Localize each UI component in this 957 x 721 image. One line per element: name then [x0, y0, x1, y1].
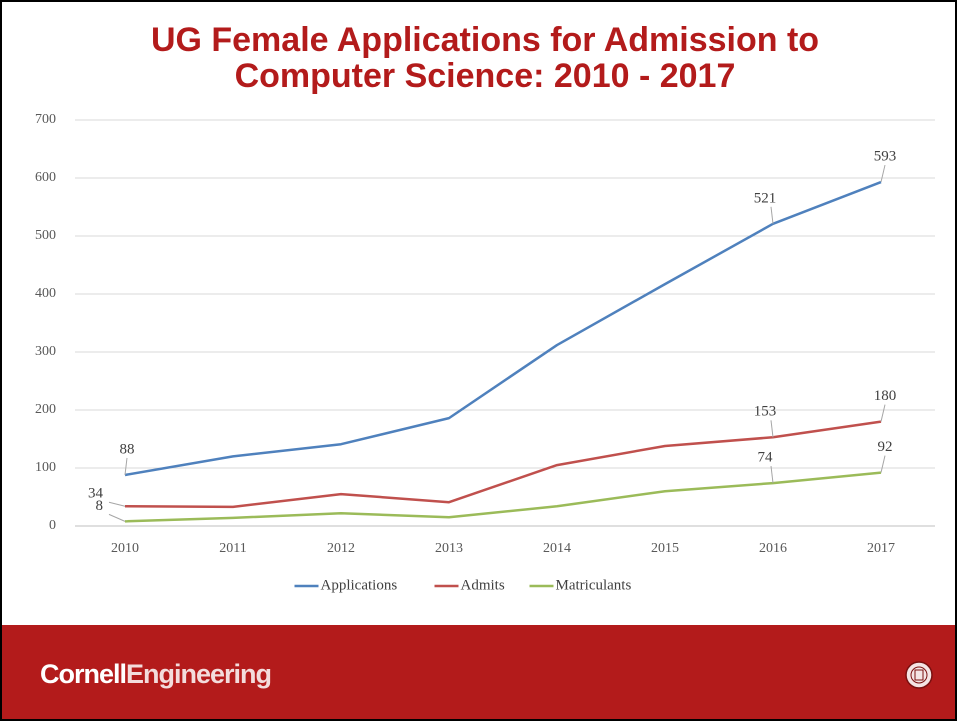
- y-tick-label: 500: [35, 228, 56, 243]
- leader-line: [770, 466, 774, 484]
- leader-line: [880, 404, 886, 422]
- data-label: 88: [120, 441, 135, 457]
- legend-label: Matriculants: [556, 577, 632, 593]
- y-tick-label: 0: [49, 518, 56, 533]
- leader-line: [880, 164, 886, 183]
- leader-line: [770, 206, 774, 224]
- series-line: [124, 420, 882, 509]
- data-label: 8: [96, 498, 104, 514]
- brand-part: Cornell: [40, 659, 126, 689]
- chart-title: Computer Science: 2010 - 2017: [235, 57, 736, 95]
- x-tick-label: 2013: [435, 541, 463, 556]
- chart-title: UG Female Applications for Admission to: [151, 21, 819, 59]
- y-tick-label: 300: [35, 344, 56, 359]
- legend-label: Admits: [461, 577, 505, 593]
- y-tick-label: 600: [35, 170, 56, 185]
- data-label: 153: [754, 404, 777, 420]
- seal: [905, 661, 933, 689]
- brand-part: Engineering: [126, 659, 271, 689]
- data-label: 593: [874, 148, 897, 164]
- series-line: [124, 180, 882, 477]
- y-tick-label: 700: [35, 112, 56, 127]
- x-tick-label: 2015: [651, 541, 679, 556]
- x-tick-label: 2017: [867, 541, 895, 556]
- y-tick-label: 100: [35, 460, 56, 475]
- footer-brand: CornellEngineering: [40, 659, 271, 689]
- data-label: 74: [758, 450, 774, 466]
- series-line: [124, 471, 882, 523]
- x-tick-label: 2016: [759, 541, 787, 556]
- legend-label: Applications: [321, 577, 398, 593]
- leader-line: [124, 457, 128, 476]
- data-label: 180: [874, 388, 897, 404]
- y-tick-label: 200: [35, 402, 56, 417]
- leader-line: [108, 501, 126, 507]
- leader-line: [108, 513, 126, 522]
- leader-line: [880, 455, 886, 473]
- data-label: 521: [754, 190, 777, 206]
- x-tick-label: 2011: [219, 541, 246, 556]
- x-tick-label: 2010: [111, 541, 139, 556]
- leader-line: [770, 420, 774, 438]
- footer-band: [2, 625, 955, 719]
- x-tick-label: 2012: [327, 541, 355, 556]
- data-label: 34: [88, 486, 104, 502]
- data-label: 92: [878, 439, 893, 455]
- y-tick-label: 400: [35, 286, 56, 301]
- x-tick-label: 2014: [543, 541, 571, 556]
